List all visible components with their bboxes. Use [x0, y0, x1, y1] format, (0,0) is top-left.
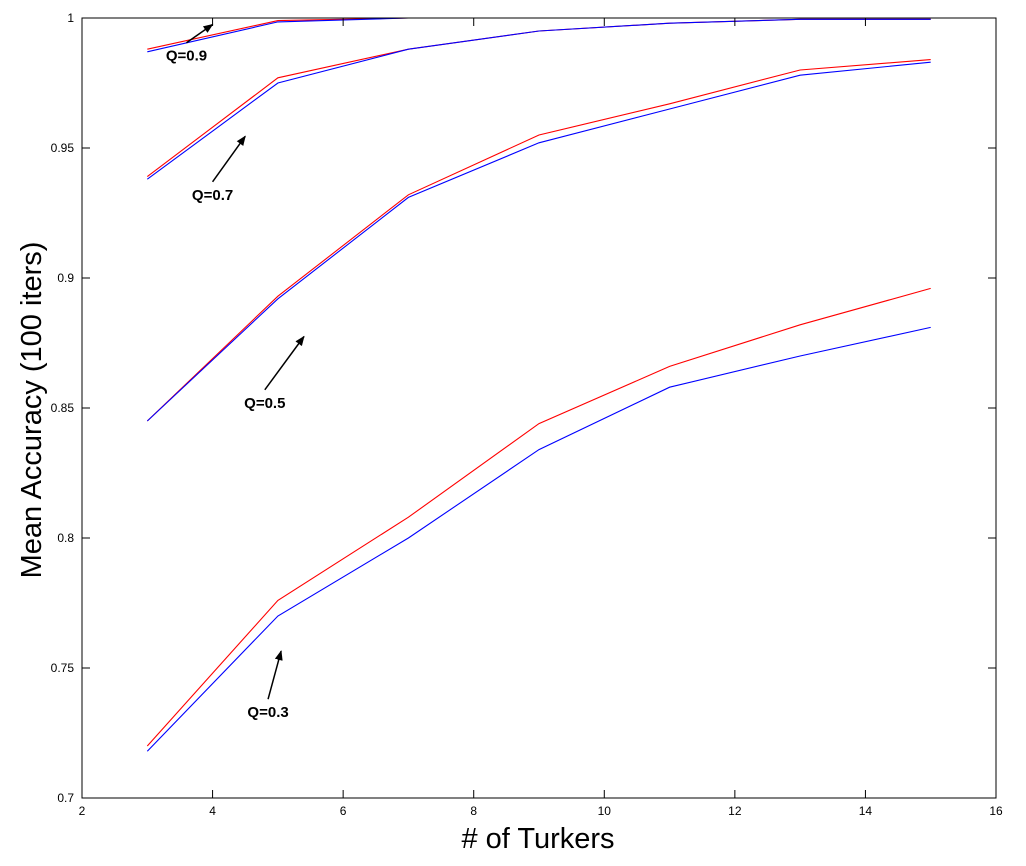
annotation-label: Q=0.9: [166, 48, 207, 65]
x-tick-label: 10: [598, 804, 612, 818]
series-line-4: [146, 59, 931, 422]
series-line-2: [146, 18, 931, 178]
axes-layer: 2 4 6 8 10 12 14 16 0.7 0.75 0.8 0.85 0.9 0.95 1: [51, 11, 1003, 818]
x-tick-label: 2: [79, 804, 86, 818]
x-tick-label: 12: [728, 804, 742, 818]
annotation-arrow: [211, 135, 246, 183]
y-tick-label: 0.75: [51, 661, 75, 675]
x-tick-label: 4: [209, 804, 216, 818]
annotation-arrow: [264, 335, 305, 391]
annotation-arrow: [267, 650, 283, 700]
annotation-layer: Q=0.9 Q=0.7 Q=0.5 Q=0.3: [166, 23, 305, 721]
y-axis-title: Mean Accuracy (100 iters): [16, 242, 48, 579]
y-tick-label: 0.9: [57, 271, 74, 285]
series-layer: [146, 17, 931, 752]
x-tick-label: 8: [470, 804, 477, 818]
y-tick-label: 0.8: [57, 531, 74, 545]
series-line-3: [146, 18, 931, 180]
annotation-label: Q=0.3: [247, 704, 288, 721]
series-line-6: [146, 287, 931, 747]
y-tick-label: 0.95: [51, 141, 75, 155]
y-tick-label: 0.85: [51, 401, 75, 415]
annotation-arrow: [186, 23, 214, 44]
y-tick-label: 0.7: [57, 791, 74, 805]
annotation-label: Q=0.7: [192, 187, 233, 204]
x-tick-label: 16: [989, 804, 1003, 818]
x-tick-label: 6: [340, 804, 347, 818]
series-line-7: [146, 326, 931, 752]
y-tick-label: 1: [67, 11, 74, 25]
annotation-label: Q=0.5: [244, 395, 285, 412]
x-tick-label: 14: [859, 804, 873, 818]
series-line-5: [146, 61, 931, 422]
x-axis-title: # of Turkers: [461, 823, 614, 855]
